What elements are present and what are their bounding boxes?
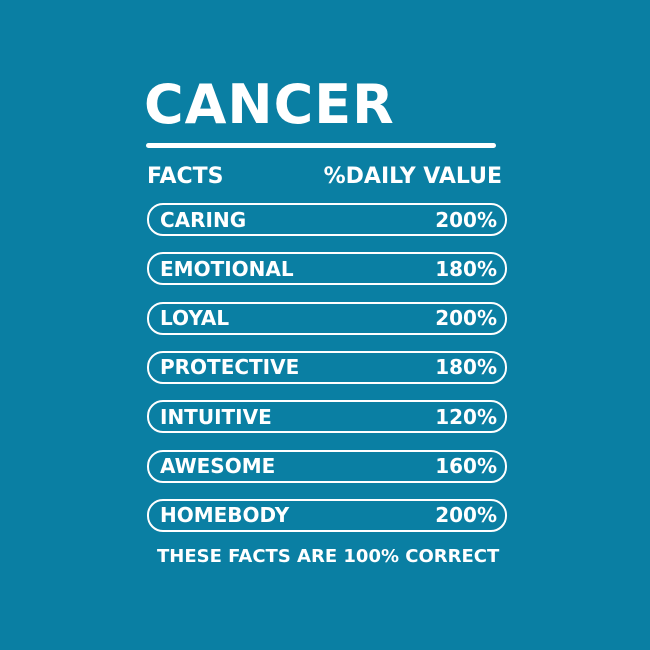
fact-value: 200% [435,207,497,232]
fact-label: LOYAL [160,306,230,331]
fact-value: 120% [435,404,497,429]
fact-label: PROTECTIVE [160,355,300,380]
footer-note: THESE FACTS ARE 100% CORRECT [157,546,500,567]
fact-row: AWESOME 160% [147,449,507,483]
fact-row: LOYAL 200% [147,301,507,335]
facts-header: FACTS [147,164,224,189]
fact-label: HOMEBODY [160,503,290,528]
fact-label: AWESOME [160,454,276,478]
fact-row: CARING 200% [147,203,507,236]
fact-row: HOMEBODY 200% [147,498,507,532]
fact-label: EMOTIONAL [160,256,294,281]
fact-value: 180% [435,256,497,281]
fact-row: INTUITIVE 120% [147,400,507,434]
fact-label: CARING [160,207,247,232]
fact-value: 200% [435,306,497,331]
fact-row: PROTECTIVE 180% [147,350,507,384]
fact-label: INTUITIVE [160,404,272,429]
divider [146,143,496,148]
fact-row: EMOTIONAL 180% [147,252,507,286]
fact-value: 180% [435,355,497,380]
daily-value-header: %DAILY VALUE [323,164,502,189]
fact-value: 200% [435,503,497,528]
title: CANCER [144,73,395,136]
fact-value: 160% [435,454,497,478]
